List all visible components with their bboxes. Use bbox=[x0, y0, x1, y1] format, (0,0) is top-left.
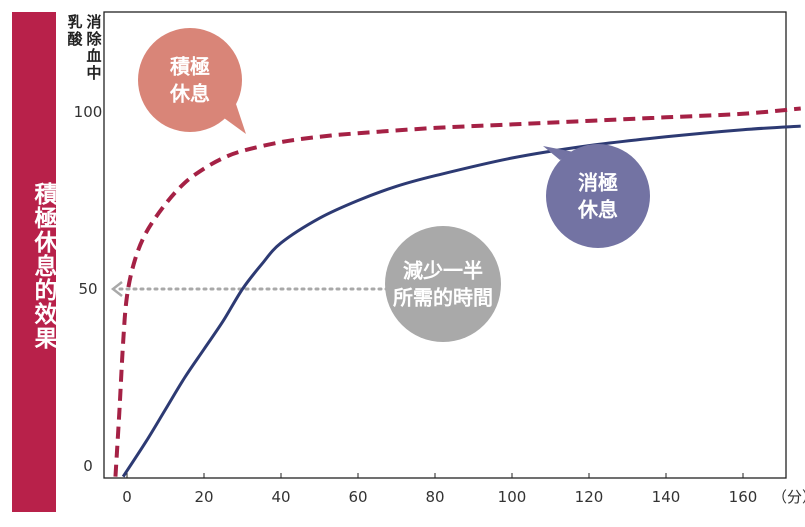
passive-rest-line bbox=[121, 124, 801, 478]
x-tick-label: 60 bbox=[348, 488, 367, 506]
x-tick-label: 40 bbox=[271, 488, 290, 506]
y-unit-label-char: 除 bbox=[86, 30, 102, 48]
side-title: 積極休息的效果 bbox=[30, 182, 56, 350]
active-bubble-label: 休息 bbox=[169, 82, 210, 106]
x-tick-label: 100 bbox=[498, 488, 527, 506]
x-tick-label: 120 bbox=[575, 488, 604, 506]
y-unit-label-char: 酸 bbox=[67, 30, 83, 48]
active-rest-line bbox=[113, 106, 801, 477]
axes bbox=[103, 11, 787, 479]
x-tick-label: 20 bbox=[194, 488, 213, 506]
y-unit-label-char: 血 bbox=[86, 47, 101, 65]
series-layer bbox=[113, 106, 801, 478]
half-bubble-label: 所需的時間 bbox=[393, 286, 493, 310]
half-time-guide bbox=[110, 281, 394, 297]
active-bubble-label: 積極 bbox=[170, 55, 210, 79]
passive-bubble-label: 休息 bbox=[577, 198, 618, 222]
passive-bubble-label: 消極 bbox=[578, 171, 618, 195]
x-tick-label: 140 bbox=[652, 488, 681, 506]
x-unit-label: （分） bbox=[772, 488, 805, 506]
x-tick-label: 80 bbox=[425, 488, 444, 506]
y-tick-label: 0 bbox=[83, 457, 93, 475]
y-unit-label-char: 中 bbox=[86, 64, 101, 82]
half-bubble-label: 減少一半 bbox=[403, 259, 483, 283]
plot-frame bbox=[103, 11, 787, 479]
half-bubble bbox=[385, 226, 501, 342]
passive-bubble bbox=[546, 144, 650, 248]
x-tick-label: 0 bbox=[122, 488, 132, 506]
side-title-banner: 積極休息的效果 bbox=[12, 12, 56, 512]
passive-bubble-tail bbox=[543, 146, 574, 160]
active-bubble-tail bbox=[224, 104, 246, 134]
active-bubble bbox=[138, 28, 242, 132]
y-tick-label: 100 bbox=[74, 103, 103, 121]
half-time-arrowhead bbox=[110, 281, 123, 297]
y-tick-label: 50 bbox=[78, 280, 97, 298]
y-unit-label-char: 消 bbox=[86, 13, 101, 31]
x-tick-label: 160 bbox=[729, 488, 758, 506]
y-unit-label-char: 乳 bbox=[67, 13, 82, 31]
